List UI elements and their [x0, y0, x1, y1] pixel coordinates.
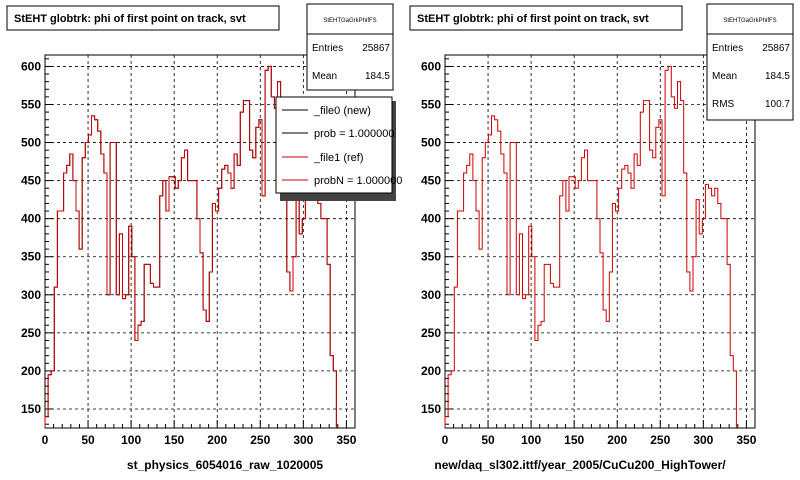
x-tick-label: 150: [164, 433, 184, 447]
y-tick-label: 500: [21, 136, 41, 150]
left-stats-mean: 184.5: [365, 71, 390, 82]
left-title-box: [6, 5, 280, 31]
right-stats-entries: 25867: [762, 43, 790, 54]
x-tick-label: 100: [521, 433, 541, 447]
x-tick-label: 100: [121, 433, 141, 447]
legend-box: [275, 96, 393, 194]
y-tick-label: 550: [21, 97, 41, 111]
legend-probn: probN = 1.000000: [314, 175, 402, 187]
x-tick-label: 250: [250, 433, 270, 447]
y-tick-label: 400: [21, 212, 41, 226]
y-tick-label: 300: [21, 288, 41, 302]
right-x-label: new/daq_sl302.ittf/year_2005/CuCu200_Hig…: [434, 458, 726, 472]
left-ticks: 0 50 100 150 200 250 300 350 150 200 250 300 350 400 4…: [21, 58, 357, 447]
x-tick-label: 250: [650, 433, 670, 447]
x-tick-label: 200: [207, 433, 227, 447]
left-histograms: [44, 65, 337, 428]
right-stats-mean-label: Mean: [712, 71, 737, 82]
x-tick-label: 350: [736, 433, 756, 447]
right-histograms: [444, 65, 737, 428]
x-tick-label: 300: [293, 433, 313, 447]
y-tick-label: 550: [421, 97, 441, 111]
left-stats-entries: 25867: [362, 43, 390, 54]
series-file1-histogram: [44, 65, 337, 428]
legend-file1: _file1 (ref): [313, 152, 364, 164]
right-stats-name: StEHTGaGrkPhifFS: [723, 18, 776, 24]
left-legend: _file0 (new) prob = 1.000000 _file1 (ref…: [275, 96, 402, 201]
x-tick-label: 200: [607, 433, 627, 447]
series-file1-histogram: [444, 65, 737, 428]
right-stats-rms-label: RMS: [712, 99, 735, 110]
left-panel: 0 50 100 150 200 250 300 350 150 200 250 300 350 400 4…: [6, 3, 402, 472]
left-stats-mean-label: Mean: [312, 71, 337, 82]
y-tick-label: 200: [21, 364, 41, 378]
y-tick-label: 400: [421, 212, 441, 226]
x-tick-label: 0: [42, 433, 49, 447]
y-tick-label: 200: [421, 364, 441, 378]
y-tick-label: 250: [21, 326, 41, 340]
left-x-label: st_physics_6054016_raw_1020005: [127, 458, 323, 472]
x-tick-label: 350: [336, 433, 356, 447]
y-tick-label: 350: [21, 250, 41, 264]
y-tick-label: 150: [21, 402, 41, 416]
x-tick-label: 50: [81, 433, 95, 447]
right-stats-rms: 100.7: [765, 99, 790, 110]
y-tick-label: 250: [421, 326, 441, 340]
y-tick-label: 450: [421, 174, 441, 188]
x-tick-label: 0: [442, 433, 449, 447]
left-stats-entries-label: Entries: [312, 43, 343, 54]
y-tick-label: 600: [21, 59, 41, 73]
y-tick-label: 500: [421, 136, 441, 150]
right-ticks: 0 50 100 150 200 250 300 350 150 200 250 300 350 400 4…: [421, 58, 757, 447]
y-tick-label: 450: [21, 174, 41, 188]
legend-prob: prob = 1.000000: [314, 128, 394, 140]
left-stats-box: [306, 3, 394, 91]
left-stats-name: StEHTGaGrkPhifFS: [323, 18, 376, 24]
right-stats-mean: 184.5: [765, 71, 790, 82]
x-tick-label: 300: [693, 433, 713, 447]
x-tick-label: 150: [564, 433, 584, 447]
y-tick-label: 350: [421, 250, 441, 264]
x-tick-label: 50: [481, 433, 495, 447]
y-tick-label: 300: [421, 288, 441, 302]
right-title: StEHT globtrk: phi of first point on tra…: [417, 13, 649, 25]
y-tick-label: 150: [421, 402, 441, 416]
y-tick-label: 600: [421, 59, 441, 73]
legend-file0: _file0 (new): [313, 105, 371, 117]
right-title-box: [409, 5, 683, 31]
right-stats-entries-label: Entries: [712, 43, 743, 54]
right-panel: 0 50 100 150 200 250 300 350 150 200 250 300 350 400 4…: [409, 3, 794, 472]
right-stats-box: [706, 3, 794, 121]
left-title: StEHT globtrk: phi of first point on tra…: [14, 13, 246, 25]
